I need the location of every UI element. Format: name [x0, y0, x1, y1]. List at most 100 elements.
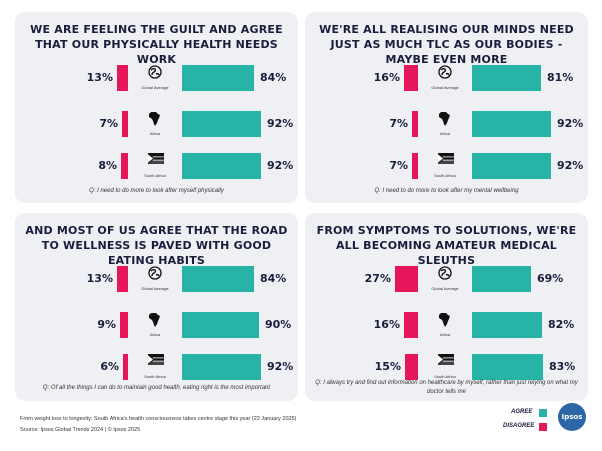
disagree-value-label: 13%: [86, 272, 113, 285]
legend-disagree-label: DISAGREE: [503, 423, 535, 429]
chart-title: WE'RE ALL REALISING OUR MINDS NEED JUST …: [319, 23, 574, 66]
question-note: Q: I always try and find out information…: [315, 380, 578, 395]
source-credit: Source: Ipsos Global Trends 2024 | © Ips…: [20, 427, 141, 433]
south-africa-flag-icon: South Africa: [139, 152, 171, 180]
agree-bar: [182, 65, 254, 91]
region-label: Global Average: [431, 286, 459, 291]
region-label: South Africa: [144, 173, 166, 178]
disagree-bar: [405, 354, 418, 380]
chart-row: 16% Africa 82%: [305, 310, 588, 340]
region-label: Africa: [149, 332, 161, 337]
africa-map-icon: Africa: [139, 311, 171, 339]
disagree-value-label: 7%: [389, 117, 408, 130]
globe-icon: Global Average: [429, 265, 461, 293]
globe-icon: Global Average: [139, 64, 171, 92]
chart-row: 13% Global Average 84%: [15, 264, 298, 294]
chart-panel-3: AND MOST OF US AGREE THAT THE ROAD TO WE…: [15, 213, 298, 401]
agree-bar: [182, 354, 261, 380]
africa-map-icon: Africa: [429, 311, 461, 339]
chart-title: WE ARE FEELING THE GUILT AND AGREE THAT …: [30, 23, 283, 66]
chart-row: 27% Global Average 69%: [305, 264, 588, 294]
chart-panel-1: WE ARE FEELING THE GUILT AND AGREE THAT …: [15, 12, 298, 203]
africa-map-icon: Africa: [139, 110, 171, 138]
disagree-bar: [404, 65, 418, 91]
agree-bar: [472, 266, 531, 292]
legend-disagree-swatch: [539, 423, 547, 431]
disagree-bar: [412, 111, 418, 137]
disagree-value-label: 15%: [374, 360, 401, 373]
region-label: South Africa: [434, 374, 456, 379]
region-label: Global Average: [141, 286, 169, 291]
agree-value-label: 92%: [267, 360, 294, 373]
chart-row: 13% Global Average 84%: [15, 63, 298, 93]
disagree-bar: [404, 312, 418, 338]
agree-value-label: 82%: [548, 318, 575, 331]
chart-title: FROM SYMPTOMS TO SOLUTIONS, WE'RE ALL BE…: [316, 224, 577, 267]
agree-value-label: 92%: [557, 159, 584, 172]
agree-bar: [472, 65, 541, 91]
chart-row: 15% South Africa 83%: [305, 352, 588, 382]
disagree-bar: [120, 312, 128, 338]
disagree-value-label: 16%: [373, 318, 400, 331]
legend-agree-swatch: [539, 409, 547, 417]
disagree-bar: [123, 354, 128, 380]
chart-row: 16% Global Average 81%: [305, 63, 588, 93]
agree-bar: [182, 153, 261, 179]
disagree-bar: [122, 111, 128, 137]
south-africa-flag-icon: South Africa: [139, 353, 171, 381]
region-label: Global Average: [141, 85, 169, 90]
agree-bar: [182, 312, 259, 338]
disagree-value-label: 13%: [86, 71, 113, 84]
chart-row: 6% South Africa 92%: [15, 352, 298, 382]
agree-bar: [472, 111, 551, 137]
disagree-bar: [121, 153, 128, 179]
agree-value-label: 90%: [265, 318, 292, 331]
agree-bar: [472, 312, 542, 338]
agree-bar: [182, 266, 254, 292]
disagree-bar: [395, 266, 418, 292]
agree-value-label: 83%: [549, 360, 576, 373]
region-label: South Africa: [144, 374, 166, 379]
chart-title: AND MOST OF US AGREE THAT THE ROAD TO WE…: [25, 224, 288, 267]
south-africa-flag-icon: South Africa: [429, 152, 461, 180]
agree-value-label: 81%: [547, 71, 574, 84]
disagree-value-label: 7%: [99, 117, 118, 130]
ipsos-logo: Ipsos: [558, 403, 586, 431]
disagree-value-label: 8%: [98, 159, 117, 172]
agree-bar: [472, 354, 543, 380]
globe-icon: Global Average: [139, 265, 171, 293]
chart-row: 8% South Africa 92%: [15, 151, 298, 181]
disagree-value-label: 9%: [97, 318, 116, 331]
region-label: Africa: [149, 131, 161, 136]
disagree-bar: [117, 65, 128, 91]
source-text: From weight loss to longevity: South Afr…: [20, 416, 297, 422]
chart-panel-2: WE'RE ALL REALISING OUR MINDS NEED JUST …: [305, 12, 588, 203]
agree-value-label: 92%: [267, 159, 294, 172]
africa-map-icon: Africa: [429, 110, 461, 138]
disagree-value-label: 16%: [373, 71, 400, 84]
agree-value-label: 92%: [267, 117, 294, 130]
region-label: Global Average: [431, 85, 459, 90]
disagree-value-label: 27%: [364, 272, 391, 285]
agree-value-label: 84%: [260, 71, 287, 84]
region-label: Africa: [439, 131, 451, 136]
chart-panel-4: FROM SYMPTOMS TO SOLUTIONS, WE'RE ALL BE…: [305, 213, 588, 401]
globe-icon: Global Average: [429, 64, 461, 92]
region-label: Africa: [439, 332, 451, 337]
agree-bar: [472, 153, 551, 179]
question-note: Q: Of all the things I can do to maintai…: [42, 385, 271, 391]
agree-value-label: 69%: [537, 272, 564, 285]
chart-row: 7% Africa 92%: [305, 109, 588, 139]
chart-row: 7% Africa 92%: [15, 109, 298, 139]
chart-row: 7% South Africa 92%: [305, 151, 588, 181]
disagree-bar: [117, 266, 128, 292]
region-label: South Africa: [434, 173, 456, 178]
chart-row: 9% Africa 90%: [15, 310, 298, 340]
legend-agree-label: AGREE: [511, 409, 533, 415]
question-note: Q: I need to do more to look after my me…: [374, 188, 519, 194]
disagree-bar: [412, 153, 418, 179]
disagree-value-label: 7%: [389, 159, 408, 172]
question-note: Q: I need to do more to look after mysel…: [89, 188, 224, 194]
disagree-value-label: 6%: [100, 360, 119, 373]
agree-bar: [182, 111, 261, 137]
